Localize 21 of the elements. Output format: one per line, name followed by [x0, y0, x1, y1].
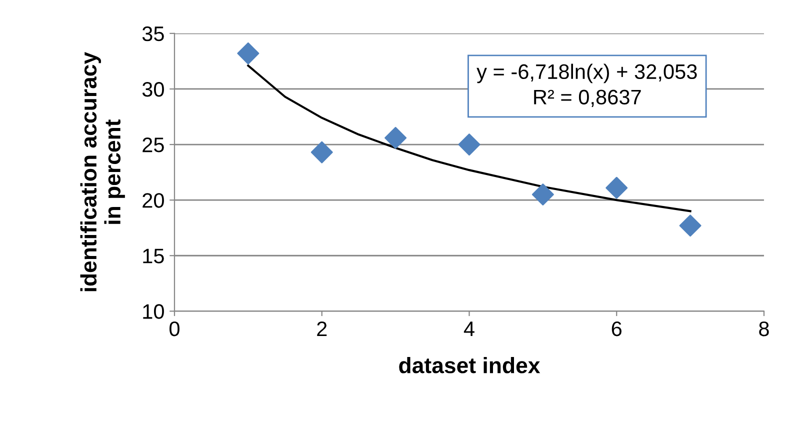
- point: [532, 184, 554, 206]
- x-tick-label: 6: [612, 321, 622, 336]
- point: [384, 126, 407, 149]
- y-axis-title: identification accuracy in percent: [80, 52, 125, 292]
- y-tick-label: 35: [142, 26, 164, 42]
- point: [458, 134, 480, 156]
- y-tick-label: 10: [143, 304, 164, 319]
- annotation: y = -6,718ln(x) + 32,053 R² = 0,8637: [476, 64, 697, 107]
- y-tick-label: 20: [142, 193, 164, 208]
- point: [310, 141, 333, 164]
- y-tick-label: 30: [142, 82, 164, 97]
- point: [679, 214, 702, 237]
- x-tick-label: 4: [464, 322, 474, 336]
- x-axis-title: dataset index: [399, 356, 540, 374]
- point: [606, 176, 628, 199]
- point: [237, 42, 260, 64]
- y-tick-label: 15: [143, 248, 164, 264]
- x-tick-label: 0: [170, 321, 180, 336]
- y-tick-label: 25: [142, 138, 164, 152]
- x-tick-label: 8: [759, 321, 769, 336]
- x-tick-label: 2: [317, 321, 327, 336]
